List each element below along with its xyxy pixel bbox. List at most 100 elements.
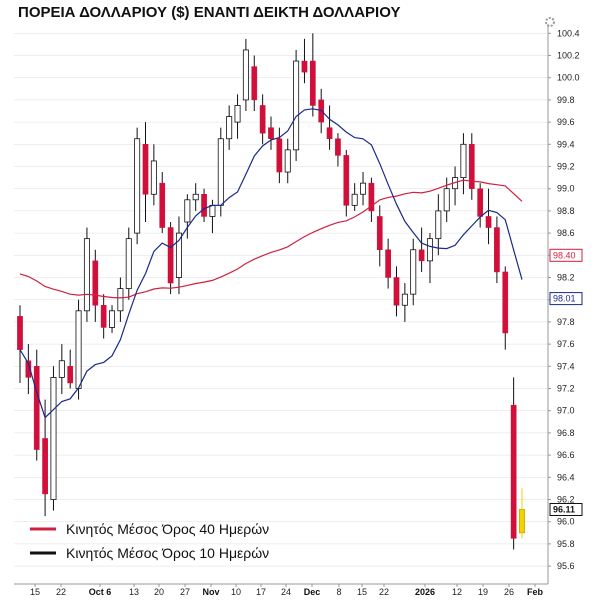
candle-layer bbox=[17, 33, 525, 550]
candle bbox=[468, 133, 475, 200]
candle bbox=[519, 488, 525, 539]
candle-body-down bbox=[67, 366, 74, 384]
y-tick-label: 99.6 bbox=[557, 117, 575, 127]
candle bbox=[410, 238, 417, 306]
y-tick-label: 100.4 bbox=[557, 28, 580, 38]
legend-label-ma40: Κινητός Μέσος Όρος 40 Ημερών bbox=[66, 521, 269, 537]
last-value-box bbox=[549, 292, 583, 306]
candle-body-down bbox=[259, 105, 266, 134]
candle bbox=[393, 266, 400, 317]
y-tick-label: 100.0 bbox=[557, 73, 580, 83]
candle bbox=[50, 366, 57, 511]
y-tick-label: 97.4 bbox=[557, 361, 575, 371]
candle-body-up bbox=[125, 238, 132, 289]
candle-body-up bbox=[519, 509, 525, 534]
candle-body-up bbox=[460, 143, 467, 179]
candle-body-down bbox=[326, 127, 333, 140]
candle bbox=[343, 149, 350, 217]
candle bbox=[125, 227, 132, 300]
legend-label-ma10: Κινητός Μέσος Όρος 10 Ημερών bbox=[66, 545, 269, 561]
candle-body-up bbox=[410, 249, 417, 295]
x-tick-label: 24 bbox=[281, 587, 291, 597]
candle-body-up bbox=[435, 210, 442, 240]
candle-body-down bbox=[485, 216, 492, 228]
candle bbox=[92, 249, 99, 322]
candle-body-up bbox=[242, 49, 249, 101]
candle-body-up bbox=[209, 204, 216, 217]
candle bbox=[309, 33, 316, 117]
candle-body-up bbox=[443, 188, 450, 212]
x-tick-label: 13 bbox=[129, 587, 139, 597]
candle bbox=[360, 172, 367, 206]
last-value-label: 98.40 bbox=[553, 250, 576, 260]
candle bbox=[201, 188, 207, 222]
axis-layer bbox=[14, 24, 549, 585]
candle bbox=[385, 238, 391, 289]
settings-gear[interactable] bbox=[545, 17, 555, 27]
ma40-line bbox=[19, 179, 523, 299]
y-tick-label: 97.2 bbox=[557, 384, 575, 394]
candle-body-up bbox=[75, 310, 82, 389]
candle bbox=[268, 116, 274, 150]
candle-body-up bbox=[50, 376, 57, 500]
candle-body-down bbox=[92, 260, 99, 306]
candle bbox=[142, 122, 149, 222]
x-tick-label: 27 bbox=[180, 587, 190, 597]
candle-body-up bbox=[217, 138, 224, 206]
x-tick-label: 17 bbox=[256, 587, 266, 597]
candle bbox=[100, 294, 107, 339]
x-tick-label: 8 bbox=[336, 587, 341, 597]
candle bbox=[42, 399, 48, 517]
last-value-tag: 98.40 bbox=[549, 248, 583, 262]
x-tick-label: 22 bbox=[56, 587, 66, 597]
candle-body-up bbox=[58, 360, 65, 378]
y-tick-label: 99.0 bbox=[557, 184, 575, 194]
x-tick-label: 15 bbox=[30, 587, 40, 597]
candle bbox=[17, 305, 23, 383]
x-tick-label: 26 bbox=[504, 587, 514, 597]
candle-body-down bbox=[477, 188, 484, 217]
y-tick-label: 98.8 bbox=[557, 206, 575, 216]
candle bbox=[25, 344, 32, 395]
candle bbox=[150, 144, 157, 206]
candle bbox=[109, 305, 116, 333]
y-tick-labels: 95.6 95.8 96.0 96.2 96.4 96.6 96.8 97.0 97.2 97.4… bbox=[548, 28, 580, 571]
last-value-label: 98.01 bbox=[553, 294, 576, 304]
candle-body-up bbox=[175, 232, 182, 278]
candle-body-up bbox=[150, 160, 157, 195]
last-value-tag: 96.11 bbox=[549, 502, 583, 516]
x-tick-label: 19 bbox=[478, 587, 488, 597]
x-tick-label: 22 bbox=[379, 587, 389, 597]
candle bbox=[502, 266, 509, 350]
y-tick-label: 98.2 bbox=[557, 273, 575, 283]
candle-body-down bbox=[494, 227, 500, 273]
y-tick-label: 96.2 bbox=[557, 495, 575, 505]
candle bbox=[426, 233, 433, 284]
candle bbox=[401, 283, 408, 322]
ma10-line bbox=[19, 108, 523, 419]
candle bbox=[251, 55, 258, 111]
candle-body-down bbox=[301, 60, 308, 73]
candle-body-down bbox=[376, 216, 383, 250]
candle-body-down bbox=[309, 60, 316, 106]
y-tick-label: 96.6 bbox=[557, 450, 575, 460]
y-tick-label: 98.6 bbox=[557, 228, 575, 238]
gear-icon[interactable] bbox=[545, 17, 555, 27]
moving-average-layer bbox=[19, 108, 523, 419]
candle-body-up bbox=[284, 149, 291, 173]
candle bbox=[510, 377, 517, 550]
y-tick-label: 95.8 bbox=[557, 539, 575, 549]
last-value-box bbox=[549, 248, 583, 262]
x-tick-labels: 15 22 Oct 6 13 20 27 Nov 10 17 24 Dec 8 15 22 2026 12 19… bbox=[30, 584, 543, 597]
candle-body-up bbox=[426, 238, 433, 262]
y-tick-label: 100.2 bbox=[557, 51, 580, 61]
grid-layer bbox=[14, 33, 548, 567]
candle bbox=[368, 177, 375, 222]
y-tick-label: 97.6 bbox=[557, 339, 575, 349]
last-value-tag: 98.01 bbox=[549, 292, 583, 306]
candle-body-up bbox=[192, 193, 199, 201]
y-tick-label: 99.8 bbox=[557, 95, 575, 105]
x-tick-label: Nov bbox=[202, 587, 219, 597]
candle-body-down bbox=[385, 249, 391, 278]
